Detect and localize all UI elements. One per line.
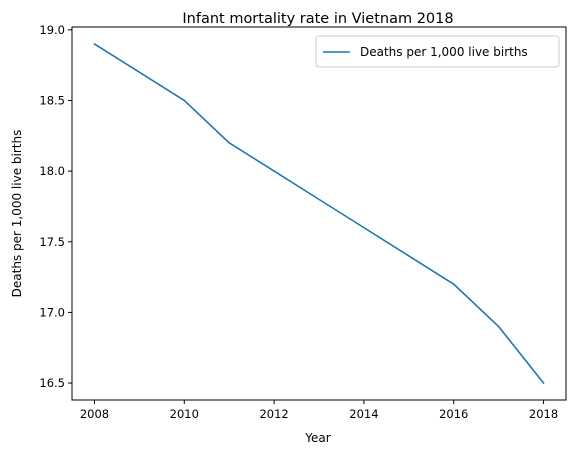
data-point [363,226,365,228]
x-tick-label: 2018 [529,407,558,421]
data-point [318,198,320,200]
data-point [183,99,185,101]
y-tick-label: 18.0 [39,164,65,178]
x-axis-label: Year [304,431,330,445]
x-tick-label: 2010 [170,407,199,421]
data-point [93,43,95,45]
data-point [542,382,544,384]
y-tick-label: 16.5 [39,376,65,390]
x-tick-label: 2012 [259,407,288,421]
x-tick-label: 2014 [349,407,378,421]
legend-box [315,35,560,68]
chart-title: Infant mortality rate in Vietnam 2018 [182,11,453,27]
series-line [93,42,545,385]
y-tick-label: 17.5 [39,235,65,249]
plot-frame [71,26,567,401]
data-point [453,283,455,285]
data-point [273,170,275,172]
legend: Deaths per 1,000 live births [315,35,560,68]
data-point [138,71,140,73]
y-tick-label: 18.5 [39,93,65,107]
x-axis: 2008 2010 2012 2014 2016 2018 [80,400,558,421]
legend-label: Deaths per 1,000 live births [360,45,528,59]
data-point [497,325,499,327]
y-tick-label: 17.0 [39,305,65,319]
x-tick-label: 2016 [439,407,468,421]
y-axis-label: Deaths per 1,000 live births [10,130,24,298]
y-axis: 16.5 17.0 17.5 18.0 18.5 19.0 [39,23,72,390]
series-layer [93,42,545,385]
y-tick-label: 19.0 [39,23,65,37]
x-tick-label: 2008 [80,407,109,421]
data-point [408,255,410,257]
data-point [228,142,230,144]
